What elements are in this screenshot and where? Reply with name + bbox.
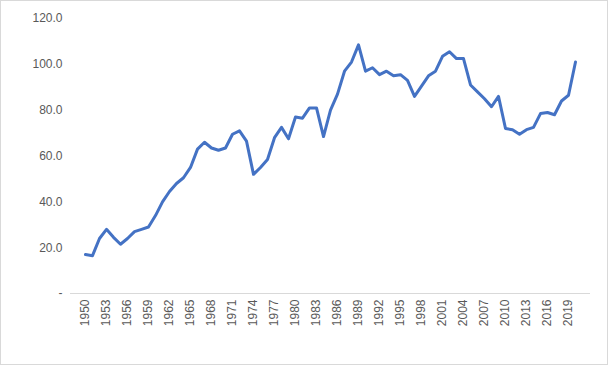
svg-text:-: - bbox=[59, 286, 63, 300]
svg-text:80.0: 80.0 bbox=[39, 103, 63, 117]
svg-text:100.0: 100.0 bbox=[32, 57, 62, 71]
svg-text:2010: 2010 bbox=[498, 299, 512, 326]
svg-text:1956: 1956 bbox=[120, 299, 134, 326]
svg-text:20.0: 20.0 bbox=[39, 241, 63, 255]
svg-text:1968: 1968 bbox=[204, 299, 218, 326]
svg-text:1995: 1995 bbox=[393, 299, 407, 326]
svg-text:120.0: 120.0 bbox=[32, 11, 62, 25]
svg-text:2019: 2019 bbox=[561, 299, 575, 326]
svg-text:1962: 1962 bbox=[162, 299, 176, 326]
svg-text:1953: 1953 bbox=[99, 299, 113, 326]
svg-text:1989: 1989 bbox=[351, 299, 365, 326]
svg-text:60.0: 60.0 bbox=[39, 149, 63, 163]
svg-text:1965: 1965 bbox=[183, 299, 197, 326]
svg-text:1986: 1986 bbox=[330, 299, 344, 326]
svg-text:1992: 1992 bbox=[372, 299, 386, 326]
svg-text:2016: 2016 bbox=[540, 299, 554, 326]
svg-text:1980: 1980 bbox=[288, 299, 302, 326]
svg-text:1959: 1959 bbox=[141, 299, 155, 326]
svg-text:1974: 1974 bbox=[246, 299, 260, 326]
svg-text:2007: 2007 bbox=[477, 299, 491, 326]
svg-text:1971: 1971 bbox=[225, 299, 239, 326]
svg-text:1998: 1998 bbox=[414, 299, 428, 326]
svg-text:2004: 2004 bbox=[456, 299, 470, 326]
svg-text:1983: 1983 bbox=[309, 299, 323, 326]
svg-text:1977: 1977 bbox=[267, 299, 281, 326]
svg-text:2001: 2001 bbox=[435, 299, 449, 326]
svg-text:40.0: 40.0 bbox=[39, 195, 63, 209]
svg-text:1950: 1950 bbox=[78, 299, 92, 326]
svg-text:2013: 2013 bbox=[519, 299, 533, 326]
